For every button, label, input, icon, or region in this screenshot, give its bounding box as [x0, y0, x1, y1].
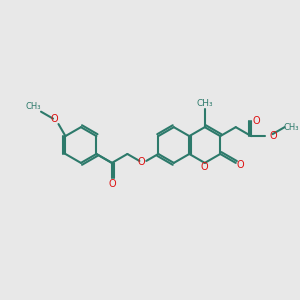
Text: O: O [51, 114, 58, 124]
Text: O: O [237, 160, 244, 170]
Text: O: O [269, 131, 277, 141]
Text: CH₃: CH₃ [25, 102, 41, 111]
Text: O: O [252, 116, 260, 126]
Text: O: O [137, 157, 145, 167]
Text: O: O [108, 179, 116, 189]
Text: CH₃: CH₃ [284, 123, 299, 132]
Text: O: O [201, 162, 208, 172]
Text: CH₃: CH₃ [196, 99, 213, 108]
